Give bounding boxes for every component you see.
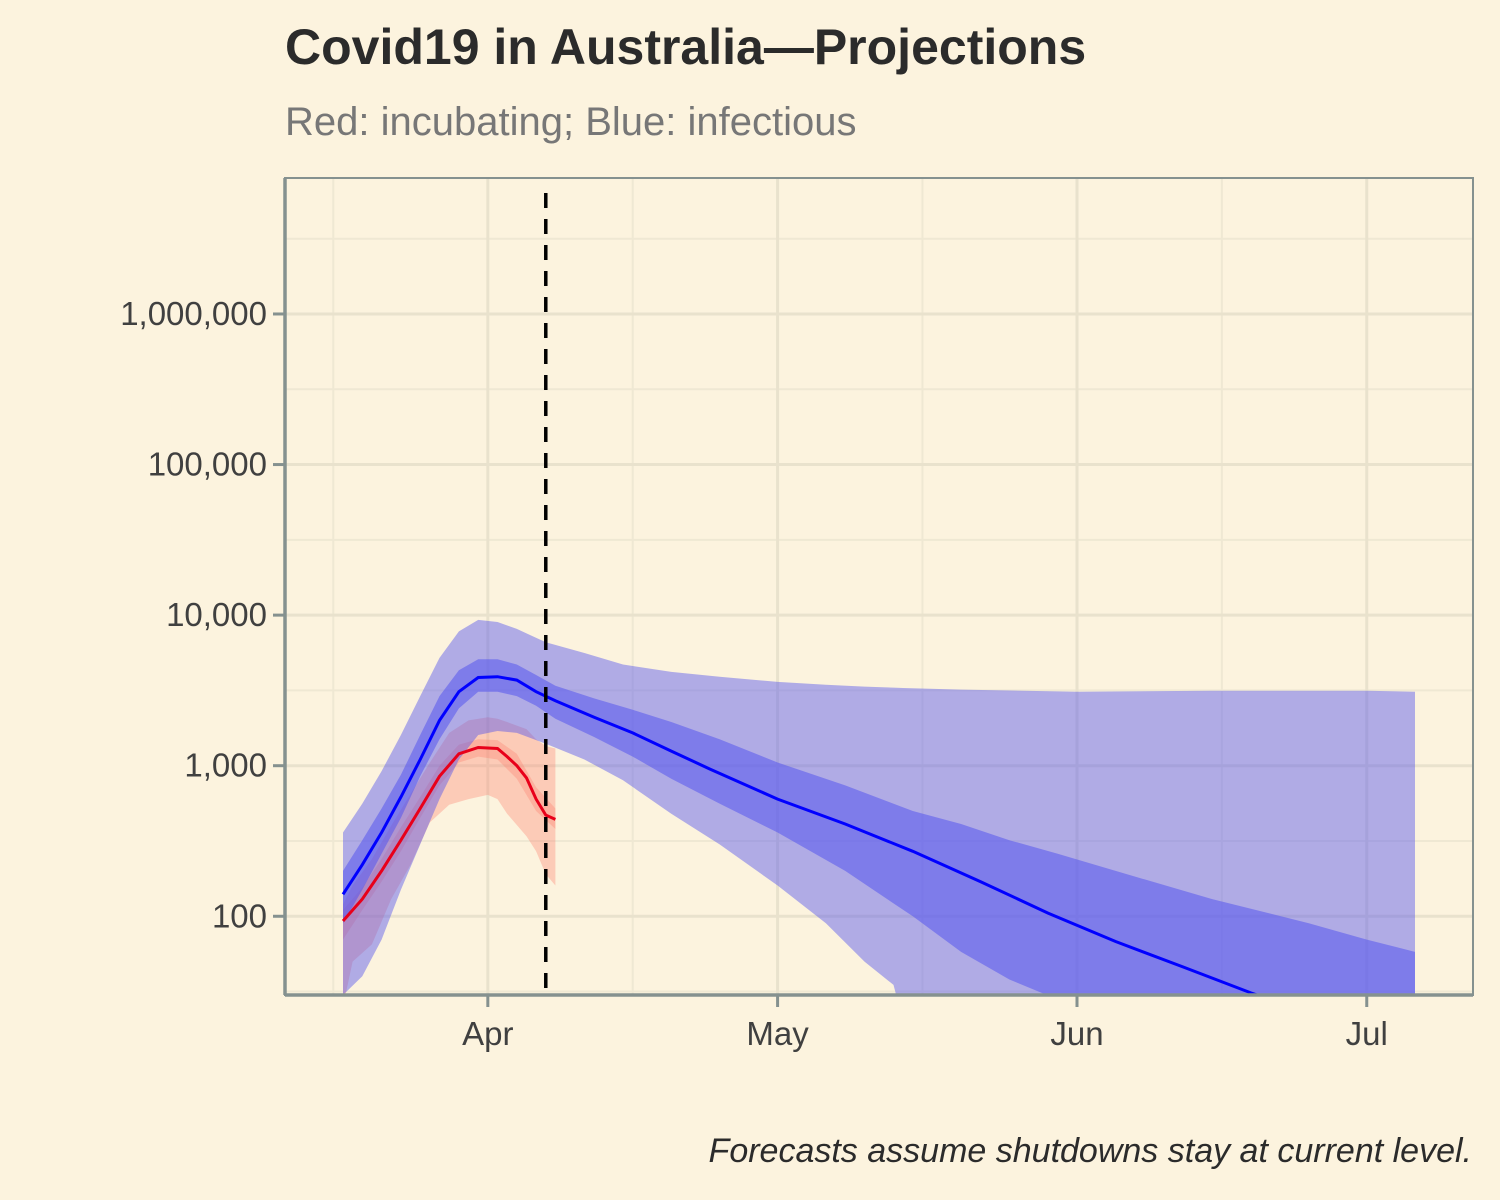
chart-caption: Forecasts assume shutdowns stay at curre…: [708, 1132, 1472, 1170]
lines-layer: [341, 675, 1262, 995]
incubating-band-outer: [343, 717, 556, 995]
y-tick-label: 100,000: [148, 446, 267, 483]
x-tick-label: Jul: [1346, 1015, 1388, 1052]
infectious-line: [341, 675, 1262, 995]
grid-lines: [285, 178, 1473, 995]
x-tick-label: Jun: [1050, 1015, 1103, 1052]
y-tick-label: 1,000: [184, 747, 267, 784]
infectious-band-inner: [343, 659, 1415, 995]
bands-layer: [343, 619, 1415, 995]
chart-subtitle: Red: incubating; Blue: infectious: [285, 100, 857, 144]
y-tick-label: 100: [212, 897, 267, 934]
chart-title: Covid19 in Australia—Projections: [285, 19, 1087, 75]
x-tick-label: Apr: [462, 1015, 513, 1052]
y-tick-label: 1,000,000: [120, 295, 267, 332]
tick-labels: 100 1,000 10,000 100,000 1,000,000 Apr May Jun J…: [120, 295, 1388, 1052]
x-tick-label: May: [746, 1015, 809, 1052]
incubating-line: [341, 745, 557, 922]
y-tick-label: 10,000: [166, 596, 267, 633]
axes: [273, 177, 1474, 1007]
